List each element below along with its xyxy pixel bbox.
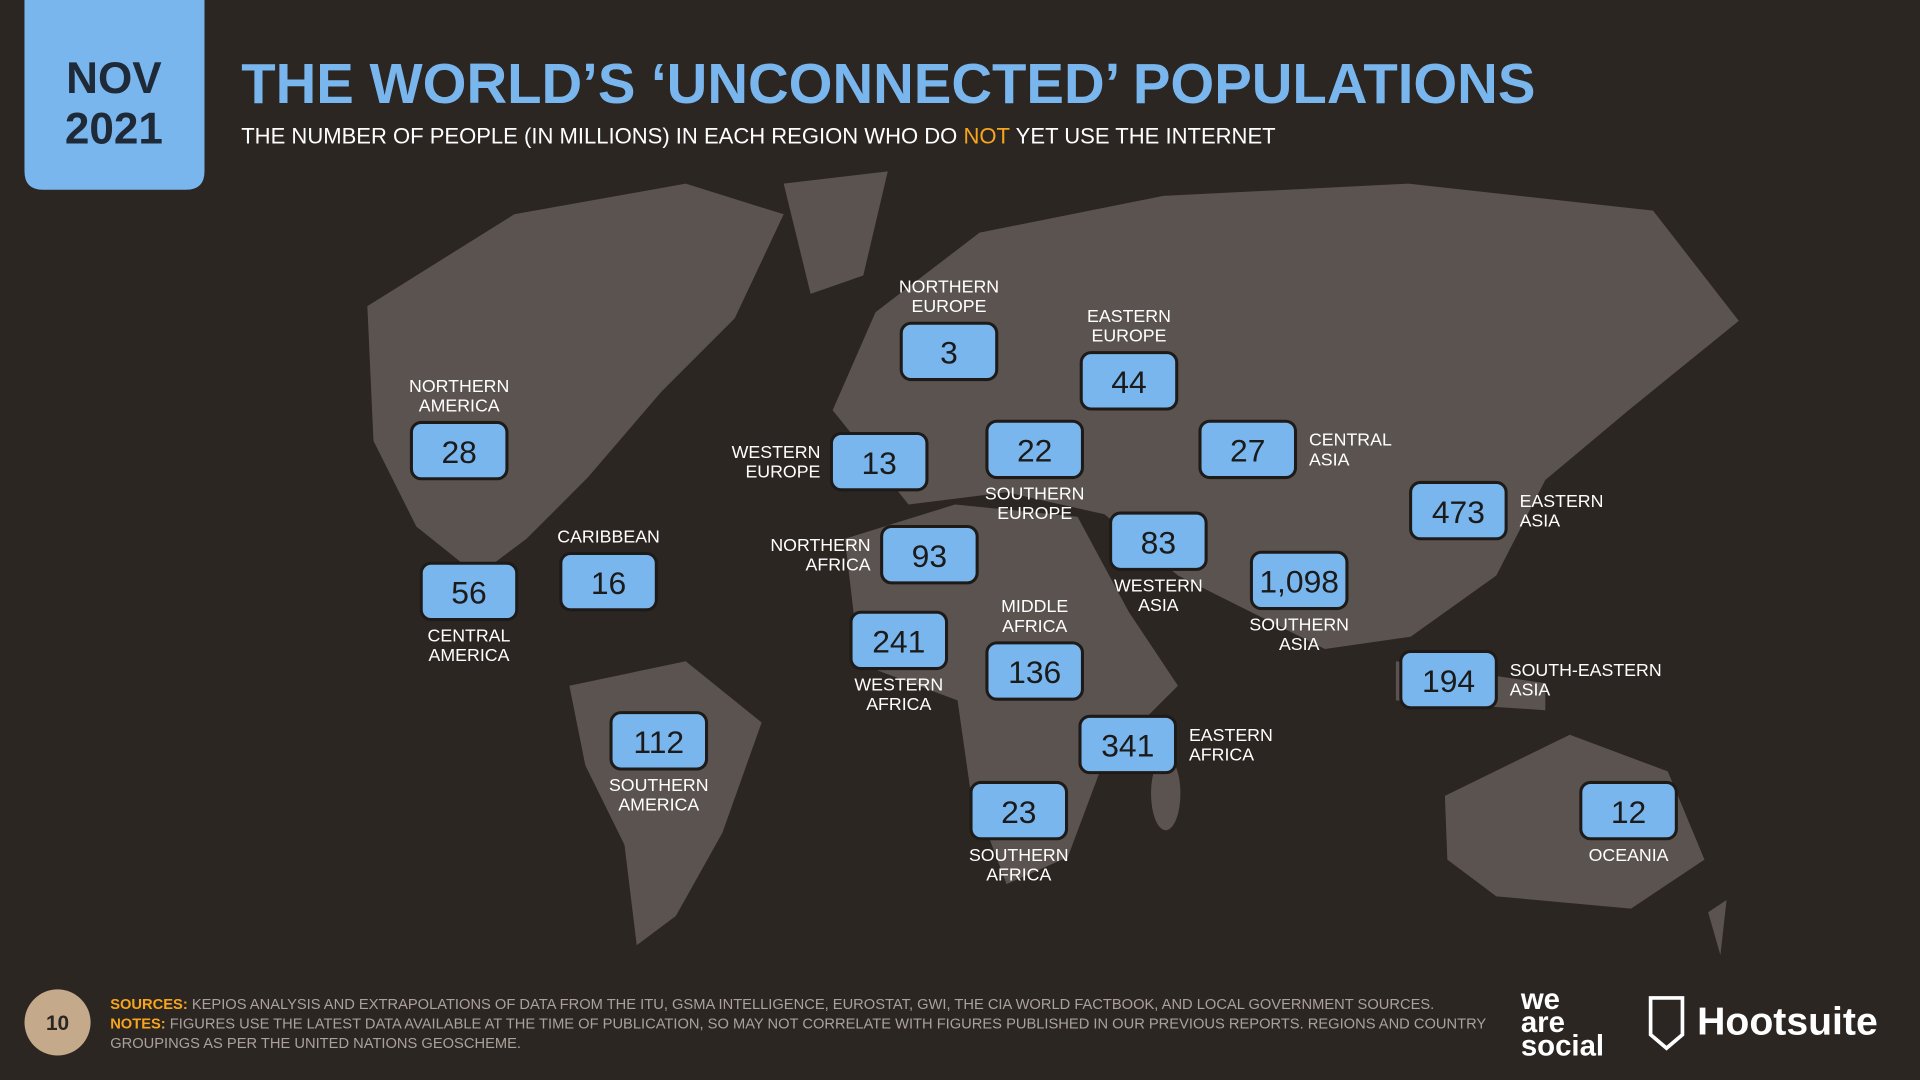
region-label: ASIA [1309, 449, 1350, 469]
region-value: 16 [591, 565, 626, 601]
region-label: ASIA [1510, 680, 1551, 700]
subtitle: THE NUMBER OF PEOPLE (IN MILLIONS) IN EA… [241, 123, 1275, 148]
value-box [1249, 550, 1349, 611]
value-box [1579, 780, 1678, 841]
hootsuite-logo: Hootsuite [1697, 1001, 1878, 1044]
region-label: AMERICA [429, 645, 510, 665]
region-label: ASIA [1279, 634, 1320, 654]
value-box [609, 711, 709, 771]
region-label: WESTERN [732, 442, 821, 462]
region-value: 56 [451, 575, 486, 611]
value-box [1409, 480, 1508, 541]
region-label: NORTHERN [770, 535, 870, 555]
region-label: AMERICA [419, 395, 500, 415]
region-value: 28 [441, 434, 476, 470]
region-value: 241 [872, 624, 925, 660]
region-label: AFRICA [866, 694, 931, 714]
value-box [1399, 649, 1498, 710]
region-label: AFRICA [1189, 744, 1254, 764]
value-box [409, 420, 509, 481]
region-value: 83 [1141, 524, 1176, 560]
region-label: CENTRAL [428, 626, 511, 646]
notes-text: FIGURES USE THE LATEST DATA AVAILABLE AT… [170, 1017, 1487, 1033]
region-label: OCEANIA [1589, 845, 1669, 865]
region-label: SOUTHERN [969, 845, 1069, 865]
sources: SOURCES: KEPIOS ANALYSIS AND EXTRAPOLATI… [110, 997, 1434, 1013]
region-value: 112 [633, 724, 684, 760]
region-label: SOUTH-EASTERN [1510, 660, 1662, 680]
date-year: 2021 [65, 104, 163, 153]
owl-icon [1648, 996, 1685, 1051]
region-label: EUROPE [745, 462, 820, 482]
region-label: EASTERN [1520, 491, 1604, 511]
region-value: 13 [861, 445, 896, 481]
region-label: EASTERN [1189, 725, 1273, 745]
date-badge [24, 0, 205, 190]
region-label: SOUTHERN [1249, 615, 1349, 635]
region-value: 194 [1422, 663, 1475, 699]
region-label: WESTERN [854, 675, 943, 695]
logo-line: we [1520, 983, 1560, 1016]
region-label: AFRICA [986, 864, 1051, 884]
value-box [1079, 351, 1179, 411]
region-value: 473 [1432, 494, 1485, 530]
region-value: 22 [1017, 433, 1052, 469]
region-label: SOUTHERN [985, 484, 1085, 504]
value-box [1198, 419, 1298, 480]
value-box [899, 321, 999, 382]
sources-label: SOURCES: [110, 997, 188, 1013]
region-label: ASIA [1520, 511, 1561, 531]
regions: 28NORTHERNAMERICA56CENTRALAMERICA16CARIB… [409, 277, 1678, 884]
value-box [559, 551, 658, 612]
logo-line: social [1521, 1030, 1604, 1063]
region-value: 341 [1101, 728, 1154, 764]
region-label: SOUTHERN [609, 775, 709, 795]
value-box [419, 561, 519, 622]
page-badge [24, 989, 91, 1056]
region-label: EUROPE [997, 503, 1072, 523]
region-value: 23 [1001, 794, 1036, 830]
value-box [829, 431, 929, 492]
region-label: AMERICA [618, 795, 699, 815]
subtitle-text: THE NUMBER OF PEOPLE (IN MILLIONS) IN EA… [241, 123, 963, 148]
region-value: 12 [1611, 794, 1646, 830]
region-label: CENTRAL [1309, 430, 1392, 450]
value-box [1109, 511, 1208, 571]
region-label: AFRICA [806, 555, 871, 575]
region-label: WESTERN [1114, 575, 1203, 595]
region-label: EASTERN [1087, 306, 1171, 326]
logo-line: are [1521, 1006, 1565, 1039]
region-value: 27 [1230, 433, 1265, 469]
region-label: EUROPE [911, 296, 986, 316]
region-label: EUROPE [1091, 326, 1166, 346]
notes: NOTES: FIGURES USE THE LATEST DATA AVAIL… [110, 1017, 1486, 1033]
region-value: 44 [1111, 364, 1146, 400]
region-value: 1,098 [1259, 564, 1339, 600]
region-value: 136 [1008, 654, 1061, 690]
region-label: NORTHERN [409, 376, 509, 396]
page-number: 10 [46, 1012, 69, 1035]
value-box [969, 780, 1069, 841]
value-box [849, 610, 949, 671]
subtitle-text: YET USE THE INTERNET [1010, 123, 1276, 148]
sources-text: KEPIOS ANALYSIS AND EXTRAPOLATIONS OF DA… [192, 997, 1434, 1013]
region-label: MIDDLE [1001, 596, 1068, 616]
region-label: NORTHERN [899, 277, 999, 297]
title: THE WORLD’S ‘UNCONNECTED’ POPULATIONS [241, 52, 1535, 115]
region-label: CARIBBEAN [557, 526, 660, 546]
region-value: 93 [912, 538, 947, 574]
region-label: AFRICA [1002, 616, 1067, 636]
value-box [1078, 714, 1178, 775]
region-value: 3 [940, 335, 958, 371]
notes-label: NOTES: [110, 1017, 165, 1033]
region-label: ASIA [1138, 595, 1179, 615]
date-month: NOV [66, 54, 162, 103]
value-box [880, 525, 979, 585]
value-box [985, 419, 1084, 480]
notes-text: GROUPINGS AS PER THE UNITED NATIONS GEOS… [110, 1036, 521, 1052]
subtitle-highlight: NOT [963, 123, 1010, 148]
value-box [985, 641, 1084, 701]
